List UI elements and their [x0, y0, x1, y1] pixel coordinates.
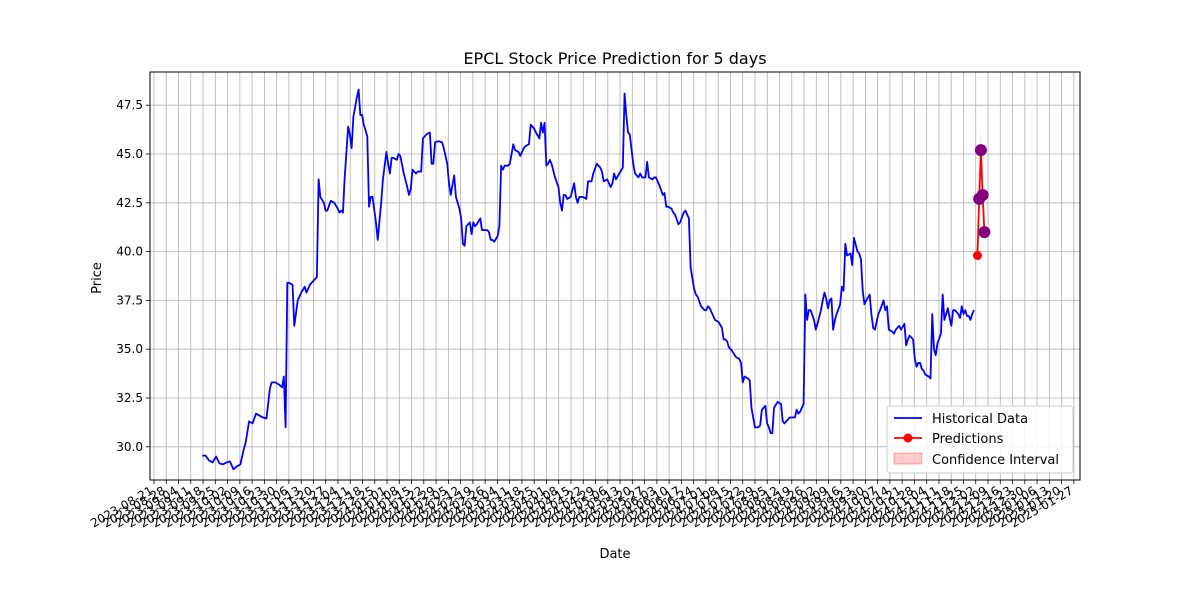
- historical-line: [202, 88, 975, 471]
- y-tick-label: 40.0: [116, 245, 143, 259]
- legend-historical-label: Historical Data: [932, 412, 1028, 427]
- y-tick-label: 47.5: [116, 98, 143, 112]
- y-axis-title: Price: [90, 262, 105, 294]
- chart-title: EPCL Stock Price Prediction for 5 days: [463, 49, 766, 68]
- plot-frame: [149, 71, 1081, 481]
- prediction-point: [972, 251, 982, 261]
- x-axis-title: Date: [599, 547, 630, 562]
- overlay-point: [978, 226, 991, 239]
- historical-series-layer: [202, 88, 975, 471]
- y-axis-ticks: 30.0 32.5 35.0 37.5 40.0 42.5 45.0 47.5: [116, 98, 150, 454]
- x-axis-ticks: 2023-08-212023-08-282023-09-042023-09-11…: [88, 480, 1075, 530]
- overlay-point: [974, 144, 987, 157]
- legend-predictions-marker: [903, 433, 913, 443]
- legend-predictions-label: Predictions: [932, 432, 1004, 447]
- legend: Historical Data Predictions Confidence I…: [886, 405, 1074, 474]
- legend-box: [886, 405, 1074, 474]
- y-tick-label: 35.0: [116, 342, 143, 356]
- legend-confidence-swatch: [893, 452, 923, 465]
- y-tick-label: 32.5: [116, 391, 143, 405]
- y-tick-label: 42.5: [116, 196, 143, 210]
- y-tick-label: 45.0: [116, 147, 143, 161]
- overlay-point: [976, 188, 989, 201]
- legend-confidence-label: Confidence Interval: [932, 453, 1059, 468]
- grid: [150, 72, 1080, 480]
- prediction-series-layer: [972, 144, 991, 261]
- y-tick-label: 37.5: [116, 293, 143, 307]
- y-tick-label: 30.0: [116, 440, 143, 454]
